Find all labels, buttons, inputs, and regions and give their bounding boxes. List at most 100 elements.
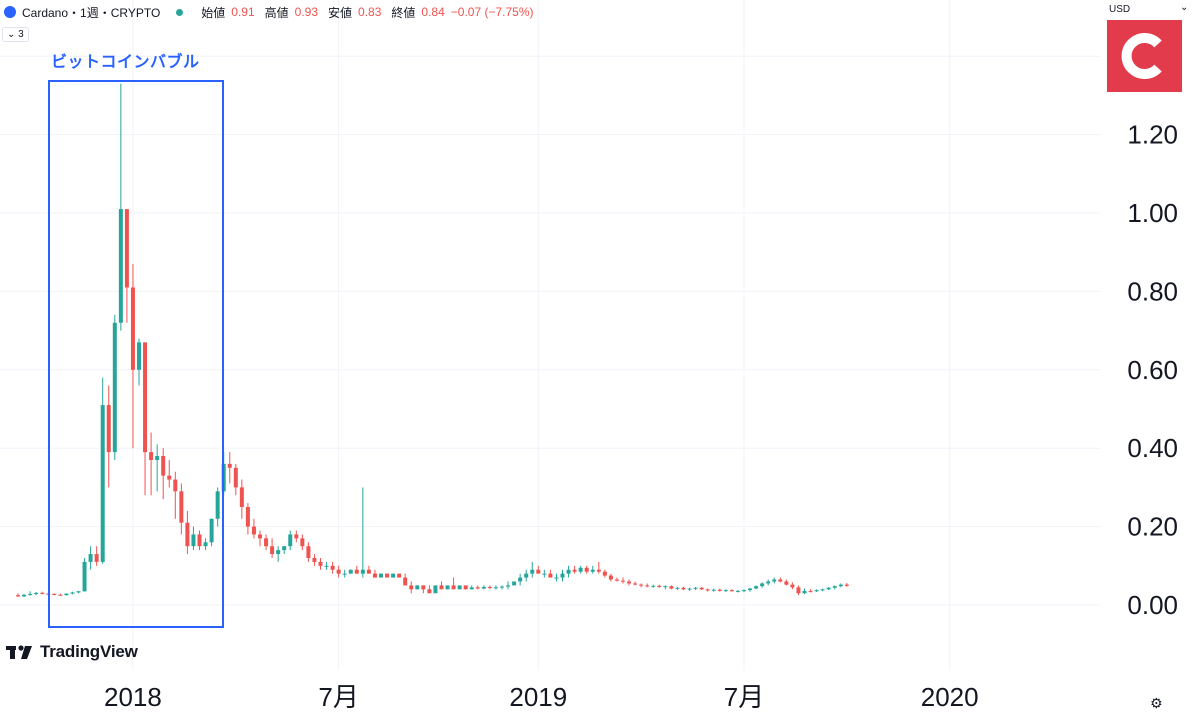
candle-down [306,546,311,558]
candle-down [318,561,323,566]
candle-down [463,585,468,590]
candle-down [475,587,480,589]
candle-down [372,573,377,578]
candle-up [28,594,33,596]
x-tick-label: 7月 [724,682,764,712]
candle-down [796,587,801,594]
candle-down [451,585,456,590]
price-axis: 0.000.200.400.600.801.001.201.40 [1127,41,1178,620]
candle-down [239,487,244,507]
candle-down [705,589,710,591]
candle-up [22,594,27,597]
candle-up [391,573,396,578]
candle-up [288,534,293,547]
candle-up [766,581,771,584]
candle-down [354,569,359,574]
c-logo-icon [1121,33,1162,79]
low-value: 0.83 [358,5,382,19]
candle-down [197,534,202,547]
candle-up [554,577,559,579]
candle-down [784,581,789,585]
candle-up [651,585,656,587]
candle-up [82,561,87,592]
candle-up [493,587,498,589]
candle-up [137,342,141,370]
candle-down [245,507,250,527]
candle-up [675,587,680,589]
change-value: −0.07 (−7.75%) [450,5,534,19]
settings-icon[interactable]: ⚙ [1150,695,1163,711]
candle-down [294,534,299,539]
candle-up [802,590,807,594]
candle-down [699,587,704,590]
candle-up [742,590,746,592]
y-tick-label: 0.20 [1127,512,1178,542]
candle-down [409,585,414,590]
candle-up [112,322,117,453]
candle-up [578,567,583,572]
candle-up [820,589,825,591]
candle-down [312,557,317,562]
candle-up [100,405,105,562]
candle-down [336,569,341,574]
candle-up [506,585,511,587]
candle-up [542,573,547,575]
candle-down [627,581,632,584]
candle-down [681,587,686,590]
annotation-rect [48,80,224,628]
candle-up [342,573,347,575]
candle-up [379,573,383,578]
candle-up [70,592,75,594]
candle-up [560,573,565,578]
candle-up [191,534,196,547]
candle-up [748,588,753,591]
candle-up [348,569,353,574]
candle-down [124,209,129,288]
open-label: 始値 [201,5,226,20]
x-tick-label: 2020 [921,682,979,712]
candle-up [832,586,837,588]
candle-up [64,593,69,596]
high-value: 0.93 [294,5,319,19]
candle-up [693,587,698,589]
candle-down [16,595,20,597]
candle-up [457,585,462,590]
y-tick-label: 0.40 [1127,433,1178,463]
candle-down [439,585,444,590]
tradingview-wordmark: TradingView [40,642,138,661]
annotation-label: ビットコインバブル [51,54,200,71]
candle-down [143,342,148,453]
collapse-legend-button[interactable]: ⌄ 3 [2,27,29,42]
candle-up [663,586,668,588]
candle-up [282,546,287,551]
candle-up [723,590,728,592]
candle-down [366,569,371,574]
candle-down [608,575,613,580]
currency-dropdown-icon[interactable]: ⌄ [1180,2,1189,13]
candle-down [536,569,541,574]
candle-down [173,479,178,492]
tradingview-logo[interactable]: TradingView [6,641,138,663]
candle-up [500,586,504,588]
candle-up [754,586,759,589]
candle-up [88,554,93,562]
high-label: 高値 [264,5,289,20]
candle-down [397,573,402,578]
candle-down [790,584,795,588]
candle-down [596,569,601,572]
candle-up [814,590,819,592]
candle-down [264,538,269,547]
candle-down [572,569,577,572]
candle-down [633,583,638,585]
candle-up [360,569,365,574]
candle-up [324,565,329,567]
y-tick-label: 1.00 [1127,198,1178,228]
currency-label[interactable]: USD [1109,4,1131,15]
candle-down [427,589,432,594]
y-tick-label: 1.20 [1127,120,1178,150]
candle-up [590,569,595,572]
candle-down [844,584,849,586]
candle-up [826,587,831,590]
candle-up [512,581,517,586]
